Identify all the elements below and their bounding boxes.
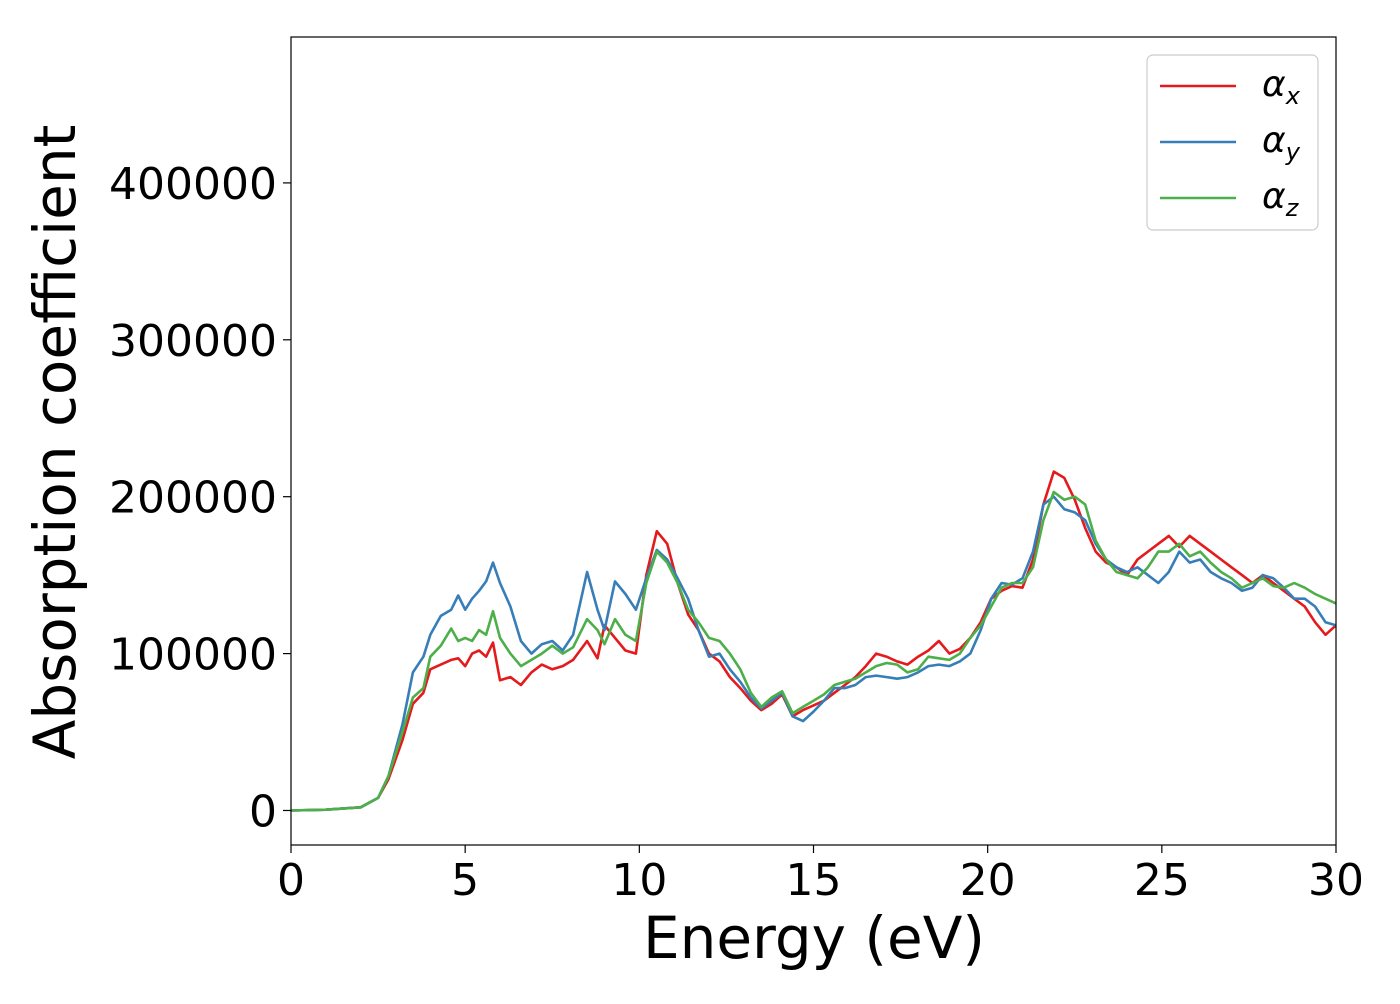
legend-label-alpha_y: αy	[1262, 120, 1301, 166]
x-tick-label: 25	[1134, 855, 1190, 906]
y-tick-label: 100000	[109, 630, 277, 681]
x-tick-label: 30	[1308, 855, 1364, 906]
legend: αx αy αz	[1146, 54, 1319, 231]
series-line-alpha_z	[291, 490, 1336, 812]
x-axis: 0 5 10 15 20 25 30	[277, 845, 1364, 906]
x-tick-label: 10	[611, 855, 667, 906]
series-line-alpha_x	[291, 470, 1336, 812]
legend-label-alpha_z: αz	[1262, 176, 1300, 222]
x-tick-label: 0	[277, 855, 305, 906]
y-tick-label: 200000	[109, 473, 277, 524]
x-tick-label: 20	[960, 855, 1016, 906]
y-axis: 0 100000 200000 300000 400000	[109, 159, 291, 837]
y-tick-label: 0	[249, 786, 277, 837]
x-tick-label: 5	[451, 855, 479, 906]
series-line-alpha_y	[291, 495, 1336, 812]
x-tick-label: 15	[786, 855, 842, 906]
x-axis-label: Energy (eV)	[643, 904, 985, 972]
y-tick-label: 300000	[109, 316, 277, 367]
y-tick-label: 400000	[109, 159, 277, 210]
series-layer	[291, 470, 1336, 812]
legend-label-alpha_x: αx	[1262, 64, 1301, 110]
y-axis-label: Absorption coefficient	[21, 125, 89, 760]
